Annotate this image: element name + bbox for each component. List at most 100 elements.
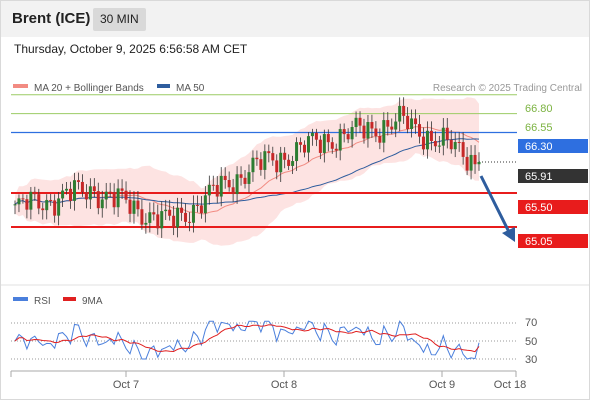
candle-body — [338, 129, 342, 151]
candle-body — [310, 132, 314, 137]
candle-body — [445, 127, 449, 140]
candle-body — [72, 180, 76, 201]
level-label-65-50: 65.50 — [525, 202, 553, 214]
rsi-line — [14, 320, 480, 360]
candle-body — [203, 195, 207, 214]
candlesticks — [13, 97, 481, 238]
candle-body — [382, 120, 386, 143]
rsi-tick-50: 50 — [525, 336, 537, 348]
candle-body — [33, 191, 37, 195]
candle-body — [53, 200, 57, 216]
candle-body — [96, 191, 100, 209]
candle-body — [76, 180, 80, 182]
candle-body — [168, 209, 172, 216]
instrument-name: Brent (ICE) — [12, 10, 91, 27]
timeframe-button[interactable]: 30 MIN — [93, 8, 146, 31]
candle-body — [322, 134, 326, 153]
candle-body — [180, 207, 184, 213]
candle-body — [191, 204, 195, 223]
candle-body — [17, 198, 21, 205]
candle-body — [449, 139, 453, 150]
candle-body — [41, 208, 45, 211]
ma50-legend-label: MA 50 — [176, 83, 205, 94]
price-levels — [11, 94, 517, 229]
candle-body — [187, 221, 191, 223]
candle-body — [116, 188, 120, 208]
candle-body — [441, 127, 445, 146]
candle-body — [469, 154, 473, 171]
candle-body — [80, 181, 84, 193]
candle-body — [21, 198, 25, 200]
level-tag-65-05 — [518, 234, 588, 248]
candle-body — [318, 139, 322, 153]
candle-body — [231, 187, 235, 195]
candle-body — [199, 205, 203, 214]
candle-body — [398, 105, 402, 122]
candle-body — [247, 172, 251, 184]
level-label-66-55: 66.55 — [525, 122, 553, 134]
candle-body — [362, 125, 366, 139]
candle-body — [255, 157, 259, 160]
candle-body — [437, 145, 441, 147]
candle-body — [176, 207, 180, 228]
candle-body — [410, 118, 414, 129]
candle-body — [160, 211, 164, 229]
candle-body — [279, 152, 283, 173]
candle-body — [299, 142, 303, 145]
level-label-66-80: 66.80 — [525, 103, 553, 115]
candle-body — [429, 130, 433, 141]
candle-body — [132, 200, 136, 214]
candle-body — [211, 184, 215, 186]
candle-body — [128, 199, 132, 214]
candle-body — [326, 134, 330, 143]
candle-body — [49, 199, 53, 201]
price-level-labels: 66.80 66.55 66.30 65.91 65.50 65.05 — [518, 103, 588, 248]
candle-body — [92, 186, 96, 192]
level-tag-last — [518, 169, 588, 183]
ma50-legend-swatch — [157, 84, 170, 88]
candle-body — [112, 192, 116, 208]
candle-body — [148, 212, 152, 223]
rsi-tick-30: 30 — [525, 354, 537, 366]
candle-body — [172, 215, 176, 228]
candle-body — [406, 115, 410, 129]
candle-body — [136, 200, 140, 210]
candle-body — [314, 132, 318, 140]
ma50-line — [14, 138, 480, 205]
rsi-legend-swatch — [13, 297, 28, 301]
candle-body — [350, 127, 354, 140]
candle-body — [184, 212, 188, 222]
candle-body — [390, 126, 394, 130]
candle-body — [13, 204, 17, 206]
candle-body — [108, 191, 112, 193]
candle-body — [366, 122, 370, 139]
candle-body — [29, 191, 33, 210]
bollinger-bands — [15, 97, 479, 246]
candle-body — [402, 105, 406, 116]
header-bar: Brent (ICE) 30 MIN — [1, 1, 589, 37]
candle-body — [425, 130, 429, 150]
candle-body — [69, 188, 73, 201]
level-tag-65-50 — [518, 200, 588, 214]
candle-body — [263, 151, 267, 170]
candle-body — [421, 136, 425, 150]
candle-body — [25, 199, 29, 210]
candle-body — [243, 177, 247, 184]
candle-body — [251, 157, 255, 173]
ma20-legend-swatch — [13, 84, 28, 88]
forecast-arrow — [479, 175, 513, 237]
timestamp: Thursday, October 9, 2025 6:56:58 AM CET — [14, 42, 248, 56]
candle-body — [235, 174, 239, 195]
candle-body — [342, 129, 346, 135]
bollinger-band-area — [15, 97, 479, 246]
candle-body — [120, 188, 124, 191]
level-tag-66-30 — [518, 139, 588, 153]
candle-body — [84, 192, 88, 200]
candle-body — [461, 142, 465, 157]
candle-body — [433, 140, 437, 147]
candle-body — [144, 222, 148, 225]
candle-body — [287, 159, 291, 166]
candle-body — [473, 154, 477, 165]
candle-body — [152, 212, 156, 215]
